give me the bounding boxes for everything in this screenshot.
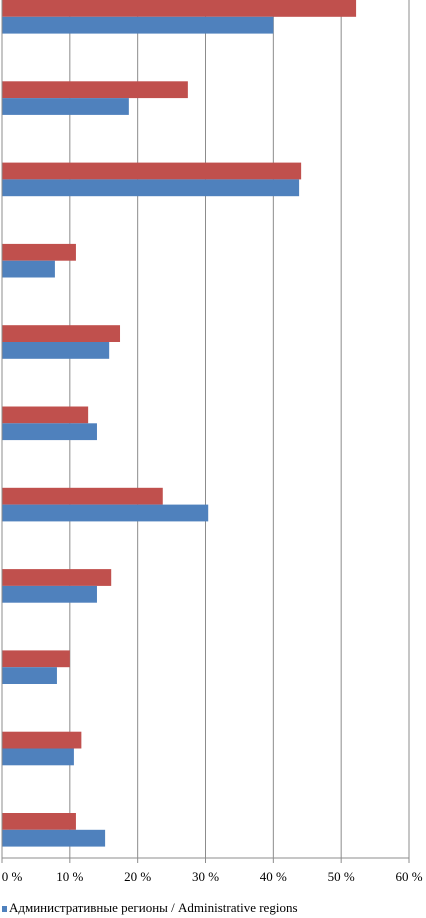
bar [2, 585, 97, 603]
legend-swatch [2, 906, 7, 912]
legend-label: Административные регионы / Administrativ… [9, 900, 298, 915]
bar [2, 748, 74, 766]
bar [2, 667, 57, 684]
x-tick-label: 50 % [328, 869, 355, 884]
bar [2, 650, 70, 668]
bar [2, 342, 110, 359]
bar [2, 162, 302, 180]
x-tick-label: 10 % [56, 869, 83, 884]
bar [2, 829, 106, 847]
bar [2, 81, 188, 99]
bar [2, 260, 55, 278]
bar [2, 487, 163, 505]
bar [2, 243, 76, 261]
x-tick-label: 40 % [260, 869, 287, 884]
x-tick-label: 60 % [395, 869, 422, 884]
bar [2, 504, 209, 522]
bar [2, 569, 112, 586]
bar [2, 813, 76, 830]
bar [2, 98, 129, 115]
bar [2, 423, 97, 441]
bar [2, 179, 300, 197]
bar [2, 731, 82, 749]
x-tick-label: 0 % [2, 869, 23, 884]
bar [2, 325, 121, 342]
x-tick-label: 30 % [192, 869, 219, 884]
bar [2, 16, 274, 34]
bar [2, 406, 89, 424]
x-tick-label: 20 % [124, 869, 151, 884]
bar [2, 0, 357, 17]
